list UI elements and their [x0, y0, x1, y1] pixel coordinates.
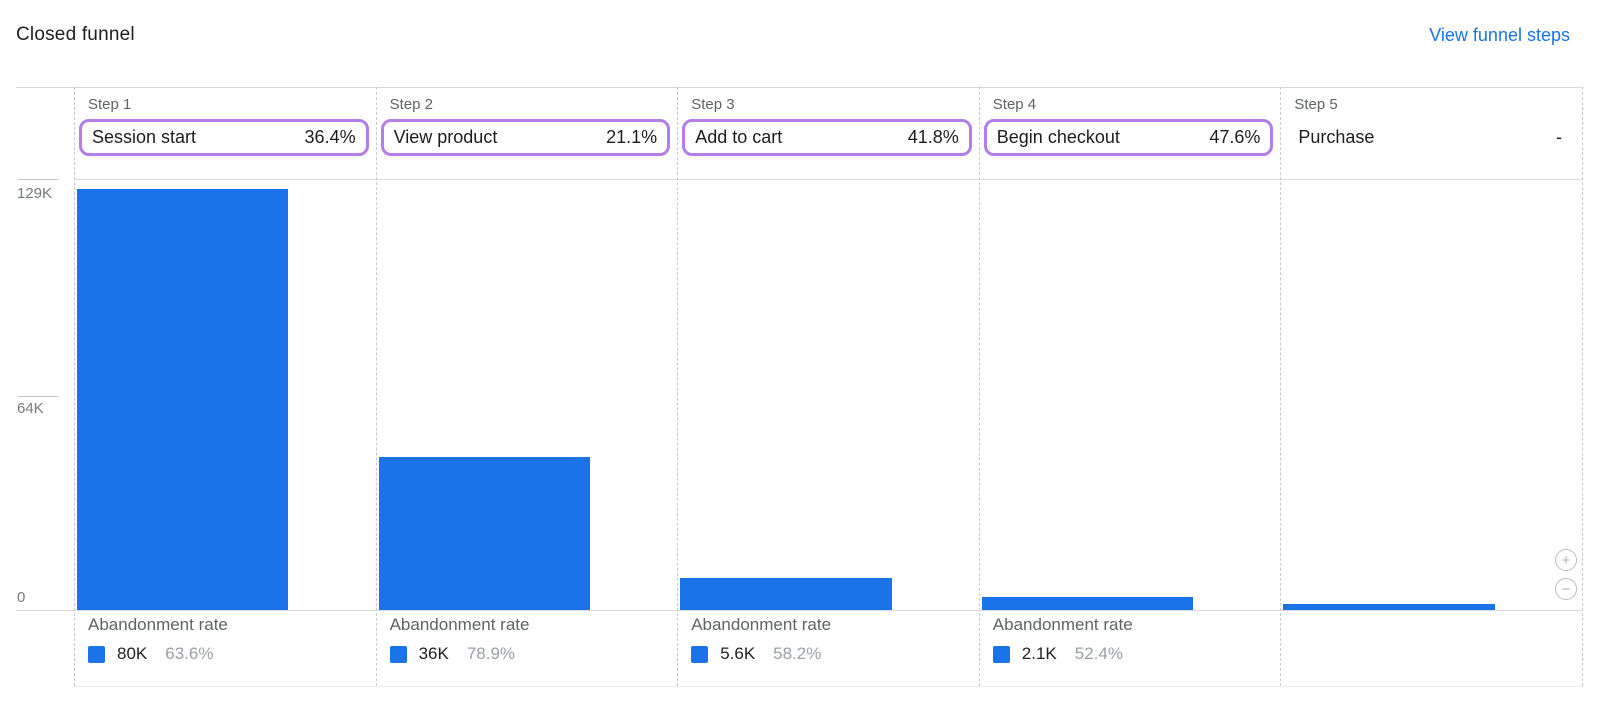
abandonment-count: 5.6K — [720, 644, 756, 663]
abandonment-block: Abandonment rate 5.6K 58.2% — [691, 615, 971, 664]
step-number-label: Step 4 — [992, 96, 1037, 113]
abandonment-block: Abandonment rate 36K 78.9% — [389, 615, 670, 664]
legend-swatch — [992, 645, 1010, 663]
abandonment-rate-value: 78.9% — [466, 644, 516, 663]
gridline-129k — [74, 179, 1583, 180]
step-completion-rate: 21.1% — [606, 127, 658, 147]
abandonment-block: Abandonment rate 80K 63.6% — [88, 615, 368, 664]
step-completion-rate: 41.8% — [907, 127, 959, 147]
funnel-columns: Step 1 Session start 36.4% Abandonment r… — [74, 87, 1583, 686]
step-name: Purchase — [1298, 127, 1375, 147]
abandonment-row: 5.6K 58.2% — [691, 644, 971, 664]
funnel-bar[interactable] — [378, 456, 590, 610]
y-axis-label-0: 0 — [17, 589, 26, 606]
legend-swatch — [88, 645, 105, 663]
funnel-bar[interactable] — [77, 189, 289, 610]
view-funnel-steps-link[interactable]: View funnel steps — [1429, 25, 1570, 45]
funnel-column-step-2: Step 2 View product 21.1% Abandonment ra… — [375, 87, 678, 686]
zoom-in-icon[interactable]: + — [1555, 549, 1577, 571]
abandonment-rate-label: Abandonment rate — [88, 615, 228, 634]
abandonment-rate-label: Abandonment rate — [992, 615, 1133, 634]
chart-zoom-controls: + − — [1555, 549, 1577, 600]
ytick-64k-line — [18, 396, 58, 397]
step-pill-view-product[interactable]: View product 21.1% — [380, 119, 671, 156]
step-pill-session-start[interactable]: Session start 36.4% — [79, 119, 369, 156]
abandonment-rate-label: Abandonment rate — [389, 615, 530, 634]
ytick-129k-line — [18, 179, 58, 180]
y-axis-label-129k: 129K — [17, 185, 53, 202]
abandonment-rate-value: 52.4% — [1074, 644, 1123, 663]
zoom-out-icon[interactable]: − — [1555, 578, 1577, 600]
plot-area — [1281, 179, 1582, 610]
bottom-separator-line — [74, 686, 1583, 687]
abandonment-rate-value: 58.2% — [773, 644, 822, 663]
funnel-column-step-5: Step 5 Purchase - — [1280, 87, 1582, 686]
step-completion-rate: - — [1555, 127, 1562, 147]
step-number-label: Step 3 — [691, 96, 735, 113]
abandonment-count: 36K — [418, 644, 449, 663]
abandonment-row: 36K 78.9% — [389, 644, 670, 664]
funnel-bar[interactable] — [680, 577, 892, 610]
header-separator-line — [16, 87, 1583, 88]
step-pill-purchase[interactable]: Purchase - — [1285, 119, 1575, 156]
funnel-column-step-1: Step 1 Session start 36.4% Abandonment r… — [74, 87, 376, 686]
abandonment-rate-value: 63.6% — [165, 644, 214, 663]
step-pill-begin-checkout[interactable]: Begin checkout 47.6% — [983, 119, 1274, 156]
step-name: Begin checkout — [996, 127, 1120, 147]
step-number-label: Step 5 — [1294, 96, 1338, 113]
legend-swatch — [691, 645, 709, 663]
abandonment-count: 80K — [117, 644, 148, 663]
step-pill-add-to-cart[interactable]: Add to cart 41.8% — [682, 119, 972, 156]
abandonment-row: 80K 63.6% — [88, 644, 368, 664]
legend-swatch — [389, 645, 407, 663]
funnel-bar[interactable] — [981, 596, 1194, 610]
step-name: Session start — [92, 127, 197, 147]
plot-area — [980, 179, 1281, 610]
step-completion-rate: 47.6% — [1209, 127, 1261, 147]
step-name: Add to cart — [695, 127, 783, 147]
page-title: Closed funnel — [16, 24, 135, 45]
step-name: View product — [393, 127, 498, 147]
plot-area — [377, 179, 678, 610]
plot-area — [678, 179, 979, 610]
x-axis-baseline — [16, 610, 1583, 611]
abandonment-row: 2.1K 52.4% — [992, 644, 1273, 664]
step-number-label: Step 1 — [88, 96, 132, 113]
abandonment-count: 2.1K — [1021, 644, 1057, 663]
plot-area — [75, 179, 376, 610]
funnel-bar[interactable] — [1283, 603, 1495, 610]
funnel-column-step-3: Step 3 Add to cart 41.8% Abandonment rat… — [677, 87, 979, 686]
funnel-column-step-4: Step 4 Begin checkout 47.6% Abandonment … — [978, 87, 1281, 686]
abandonment-block: Abandonment rate 2.1K 52.4% — [992, 615, 1273, 664]
abandonment-rate-label: Abandonment rate — [691, 615, 832, 634]
y-axis-label-64k: 64K — [17, 400, 44, 417]
step-completion-rate: 36.4% — [304, 127, 356, 147]
step-number-label: Step 2 — [389, 96, 433, 113]
